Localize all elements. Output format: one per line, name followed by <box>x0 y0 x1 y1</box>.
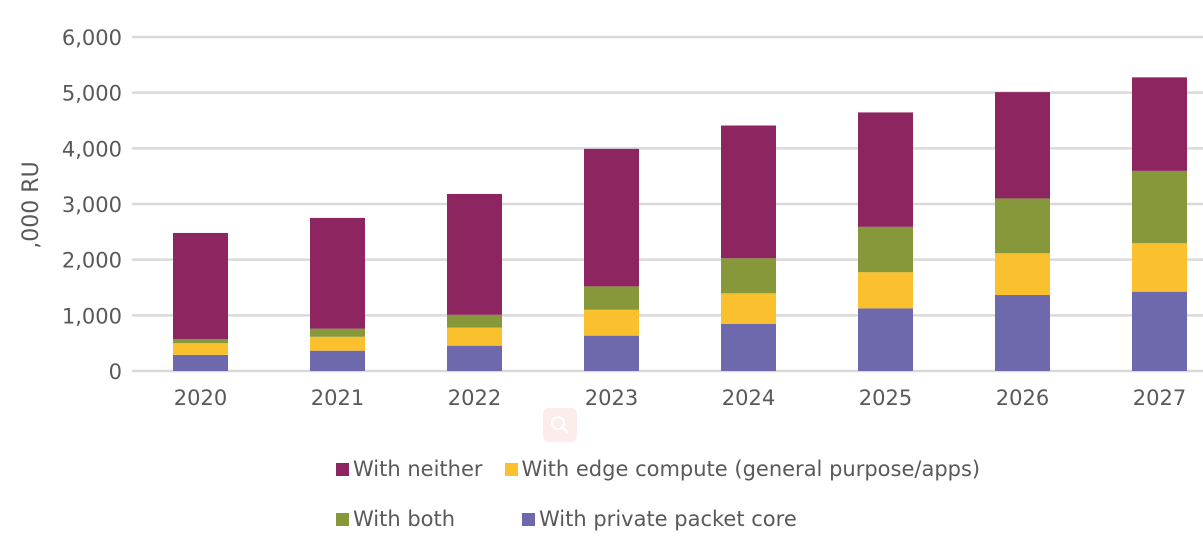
bar-2022-with-neither <box>447 193 502 315</box>
bar-2023-with-private-packet-core <box>584 335 639 371</box>
legend-row: With neither With edge compute (general … <box>336 455 980 483</box>
legend-item-with-both: With both <box>336 507 522 531</box>
legend-item-with-edge-compute: With edge compute (general purpose/apps) <box>504 457 981 481</box>
legend-label: With both <box>353 507 456 531</box>
y-tick-label: 1,000 <box>62 304 122 328</box>
x-tick-label: 2026 <box>996 386 1049 410</box>
bar-2020-with-edge-compute-general-purpose-apps <box>173 343 228 355</box>
bar-2023-with-neither <box>584 148 639 287</box>
x-tick-label: 2020 <box>174 386 227 410</box>
bar-2020-with-neither <box>173 232 228 339</box>
bar-2021-with-private-packet-core <box>310 350 365 371</box>
legend-label: With edge compute (general purpose/apps) <box>521 457 981 481</box>
legend-label: With neither <box>353 457 483 481</box>
bar-2022-with-private-packet-core <box>447 345 502 371</box>
zoom-overlay-button[interactable] <box>543 408 577 442</box>
magnifier-icon <box>551 416 569 434</box>
bar-2026-with-private-packet-core <box>995 295 1050 371</box>
bar-2023-with-edge-compute-general-purpose-apps <box>584 309 639 336</box>
x-tick-label: 2025 <box>859 386 912 410</box>
x-tick-label: 2027 <box>1133 386 1186 410</box>
legend-item-with-private-packet-core: With private packet core <box>522 507 797 531</box>
legend: With neither With edge compute (general … <box>336 455 980 555</box>
y-tick-label: 2,000 <box>62 249 122 273</box>
bar-2020-with-both <box>173 338 228 344</box>
bar-2021-with-edge-compute-general-purpose-apps <box>310 336 365 351</box>
legend-swatch <box>504 462 518 476</box>
bar-2022-with-edge-compute-general-purpose-apps <box>447 327 502 346</box>
legend-item-with-neither: With neither <box>336 457 483 481</box>
x-tick-label: 2022 <box>448 386 501 410</box>
bar-2025-with-both <box>858 226 913 273</box>
bar-2024-with-neither <box>721 125 776 259</box>
bar-2025-with-neither <box>858 112 913 227</box>
x-tick-label: 2024 <box>722 386 775 410</box>
y-tick-label: 5,000 <box>62 82 122 106</box>
y-axis-label: ,000 RU <box>19 161 44 248</box>
bar-2025-with-edge-compute-general-purpose-apps <box>858 272 913 309</box>
legend-label: With private packet core <box>539 507 797 531</box>
bar-2026-with-both <box>995 198 1050 254</box>
bar-2024-with-both <box>721 258 776 294</box>
bar-2023-with-both <box>584 286 639 310</box>
y-axis-ticks: 0 1,000 2,000 3,000 4,000 5,000 6,000 <box>62 26 122 384</box>
bars <box>173 77 1187 371</box>
x-axis-ticks: 2020 2021 2022 2023 2024 2025 2026 2027 <box>174 386 1186 410</box>
bar-2021-with-neither <box>310 217 365 329</box>
y-tick-label: 4,000 <box>62 137 122 161</box>
bar-2022-with-both <box>447 314 502 328</box>
y-tick-label: 3,000 <box>62 193 122 217</box>
x-tick-label: 2021 <box>311 386 364 410</box>
y-tick-label: 0 <box>109 360 122 384</box>
bar-2027-with-edge-compute-general-purpose-apps <box>1132 243 1187 292</box>
legend-swatch <box>522 512 535 526</box>
legend-row: With both With private packet core <box>336 505 980 533</box>
bar-2027-with-neither <box>1132 77 1187 171</box>
legend-swatch <box>336 462 349 476</box>
bar-2025-with-private-packet-core <box>858 308 913 371</box>
y-tick-label: 6,000 <box>62 26 122 50</box>
bar-2027-with-both <box>1132 170 1187 244</box>
bar-2027-with-private-packet-core <box>1132 291 1187 371</box>
bar-2026-with-edge-compute-general-purpose-apps <box>995 253 1050 296</box>
bar-2020-with-private-packet-core <box>173 354 228 371</box>
bar-2026-with-neither <box>995 92 1050 199</box>
bar-2021-with-both <box>310 328 365 337</box>
bar-2024-with-edge-compute-general-purpose-apps <box>721 293 776 324</box>
legend-swatch <box>336 512 349 526</box>
bar-2024-with-private-packet-core <box>721 323 776 371</box>
x-tick-label: 2023 <box>585 386 638 410</box>
